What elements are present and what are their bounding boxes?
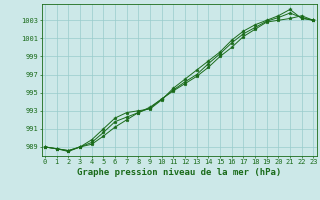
X-axis label: Graphe pression niveau de la mer (hPa): Graphe pression niveau de la mer (hPa) — [77, 168, 281, 177]
